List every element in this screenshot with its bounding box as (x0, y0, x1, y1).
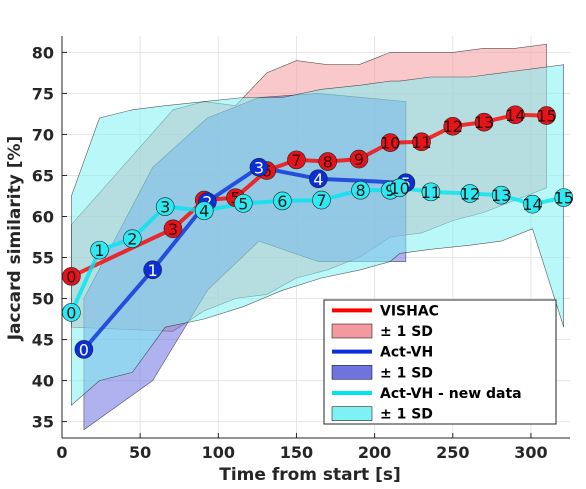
data-point-label: 13 (491, 186, 511, 205)
data-point-label: 6 (277, 192, 287, 211)
legend-entry-label: Act-VH (380, 345, 433, 361)
y-tick-label: 80 (32, 43, 54, 62)
data-point-label: 0 (66, 267, 76, 286)
data-point-marker (309, 169, 328, 189)
x-tick-label: 0 (56, 443, 67, 462)
data-point-label: 1 (148, 261, 158, 280)
data-point-label: 3 (160, 198, 170, 217)
legend-entry-label: ± 1 SD (380, 407, 433, 423)
data-point-marker (318, 152, 338, 171)
data-point-marker (249, 157, 269, 177)
data-point-marker (90, 240, 109, 260)
data-point-label: 3 (254, 158, 264, 177)
data-point-marker (412, 132, 431, 152)
legend-entry-label: VISHAC (380, 303, 439, 319)
x-axis-label: Time from start [s] (219, 465, 400, 485)
data-point-label: 3 (168, 220, 178, 239)
data-point-label: 9 (354, 150, 364, 169)
data-point-marker (474, 112, 494, 132)
legend-swatch-band (331, 406, 373, 421)
data-point-label: 10 (389, 179, 409, 198)
data-point-label: 10 (380, 134, 400, 153)
data-point-label: 15 (554, 189, 574, 208)
y-tick-label: 70 (32, 125, 54, 144)
y-tick-label: 60 (32, 207, 54, 226)
y-tick-label: 55 (32, 249, 54, 268)
legend: VISHAC ± 1 SD Act-VH ± 1 SD Act-VH - new dat… (323, 299, 557, 425)
x-tick-label: 100 (202, 443, 235, 462)
data-point-marker (312, 190, 331, 210)
data-point-label: 14 (505, 106, 525, 125)
data-point-label: 5 (238, 194, 248, 213)
data-point-marker (390, 178, 409, 198)
data-point-marker (505, 105, 525, 125)
y-axis-label: Jaccard similarity [%] (5, 136, 25, 342)
data-point-marker (273, 191, 292, 211)
data-point-marker (163, 219, 183, 239)
data-point-label: 1 (94, 241, 104, 260)
data-point-label: 13 (474, 113, 494, 132)
y-tick-label: 75 (32, 84, 54, 103)
y-tick-label: 45 (32, 331, 54, 350)
data-point-marker (234, 194, 253, 213)
x-tick-label: 50 (129, 443, 151, 462)
y-tick-label: 35 (32, 413, 54, 432)
x-tick-label: 250 (436, 443, 469, 462)
legend-entry-label: ± 1 SD (380, 365, 433, 381)
sd-band-series-2 (71, 64, 564, 406)
data-point-label: 12 (443, 117, 463, 136)
data-point-marker (523, 194, 542, 214)
data-point-label: 0 (79, 340, 89, 359)
data-point-label: 7 (291, 151, 301, 170)
data-point-label: 11 (421, 183, 441, 202)
legend-entry-label: ± 1 SD (380, 324, 433, 340)
data-point-label: 7 (316, 191, 326, 210)
data-point-label: 9 (385, 181, 395, 200)
data-point-label: 4 (313, 170, 323, 189)
data-point-marker (349, 149, 369, 169)
y-tick-label: 50 (32, 290, 54, 309)
data-point-marker (143, 260, 162, 280)
legend-swatch-band (331, 323, 373, 339)
data-point-marker (421, 182, 441, 202)
data-point-marker (491, 185, 511, 205)
legend-swatch-band (331, 365, 373, 380)
x-tick-label: 300 (514, 443, 547, 462)
data-point-label: 8 (355, 181, 365, 200)
marker-layer: 0345678910111213141501234501234567891011… (62, 105, 574, 359)
y-tick-label: 40 (32, 372, 54, 391)
data-point-label: 11 (411, 133, 431, 152)
legend-box (323, 299, 557, 425)
data-point-marker (194, 201, 214, 221)
data-point-marker (123, 229, 142, 248)
data-point-marker (351, 180, 370, 200)
data-point-marker (74, 340, 94, 359)
series-line-1 (82, 165, 406, 351)
data-point-label: 5 (230, 189, 240, 208)
data-point-label: 15 (536, 107, 556, 126)
data-point-marker (380, 133, 400, 152)
series-line-2 (69, 185, 565, 314)
data-point-marker (537, 106, 556, 125)
data-point-marker (287, 150, 306, 170)
data-point-marker (443, 116, 463, 136)
legend-entry-label: Act-VH - new data (380, 386, 522, 402)
x-tick-label: 200 (358, 443, 391, 462)
x-tick-label: 150 (280, 443, 313, 462)
data-point-marker (554, 188, 574, 207)
data-point-marker (460, 184, 480, 203)
data-point-label: 2 (127, 230, 137, 249)
data-point-label: 0 (66, 303, 76, 322)
data-point-label: 8 (323, 153, 333, 172)
data-point-label: 4 (199, 202, 209, 221)
data-point-label: 14 (522, 195, 542, 214)
y-tick-label: 65 (32, 166, 54, 185)
data-point-marker (155, 197, 175, 216)
data-point-label: 12 (460, 185, 480, 204)
